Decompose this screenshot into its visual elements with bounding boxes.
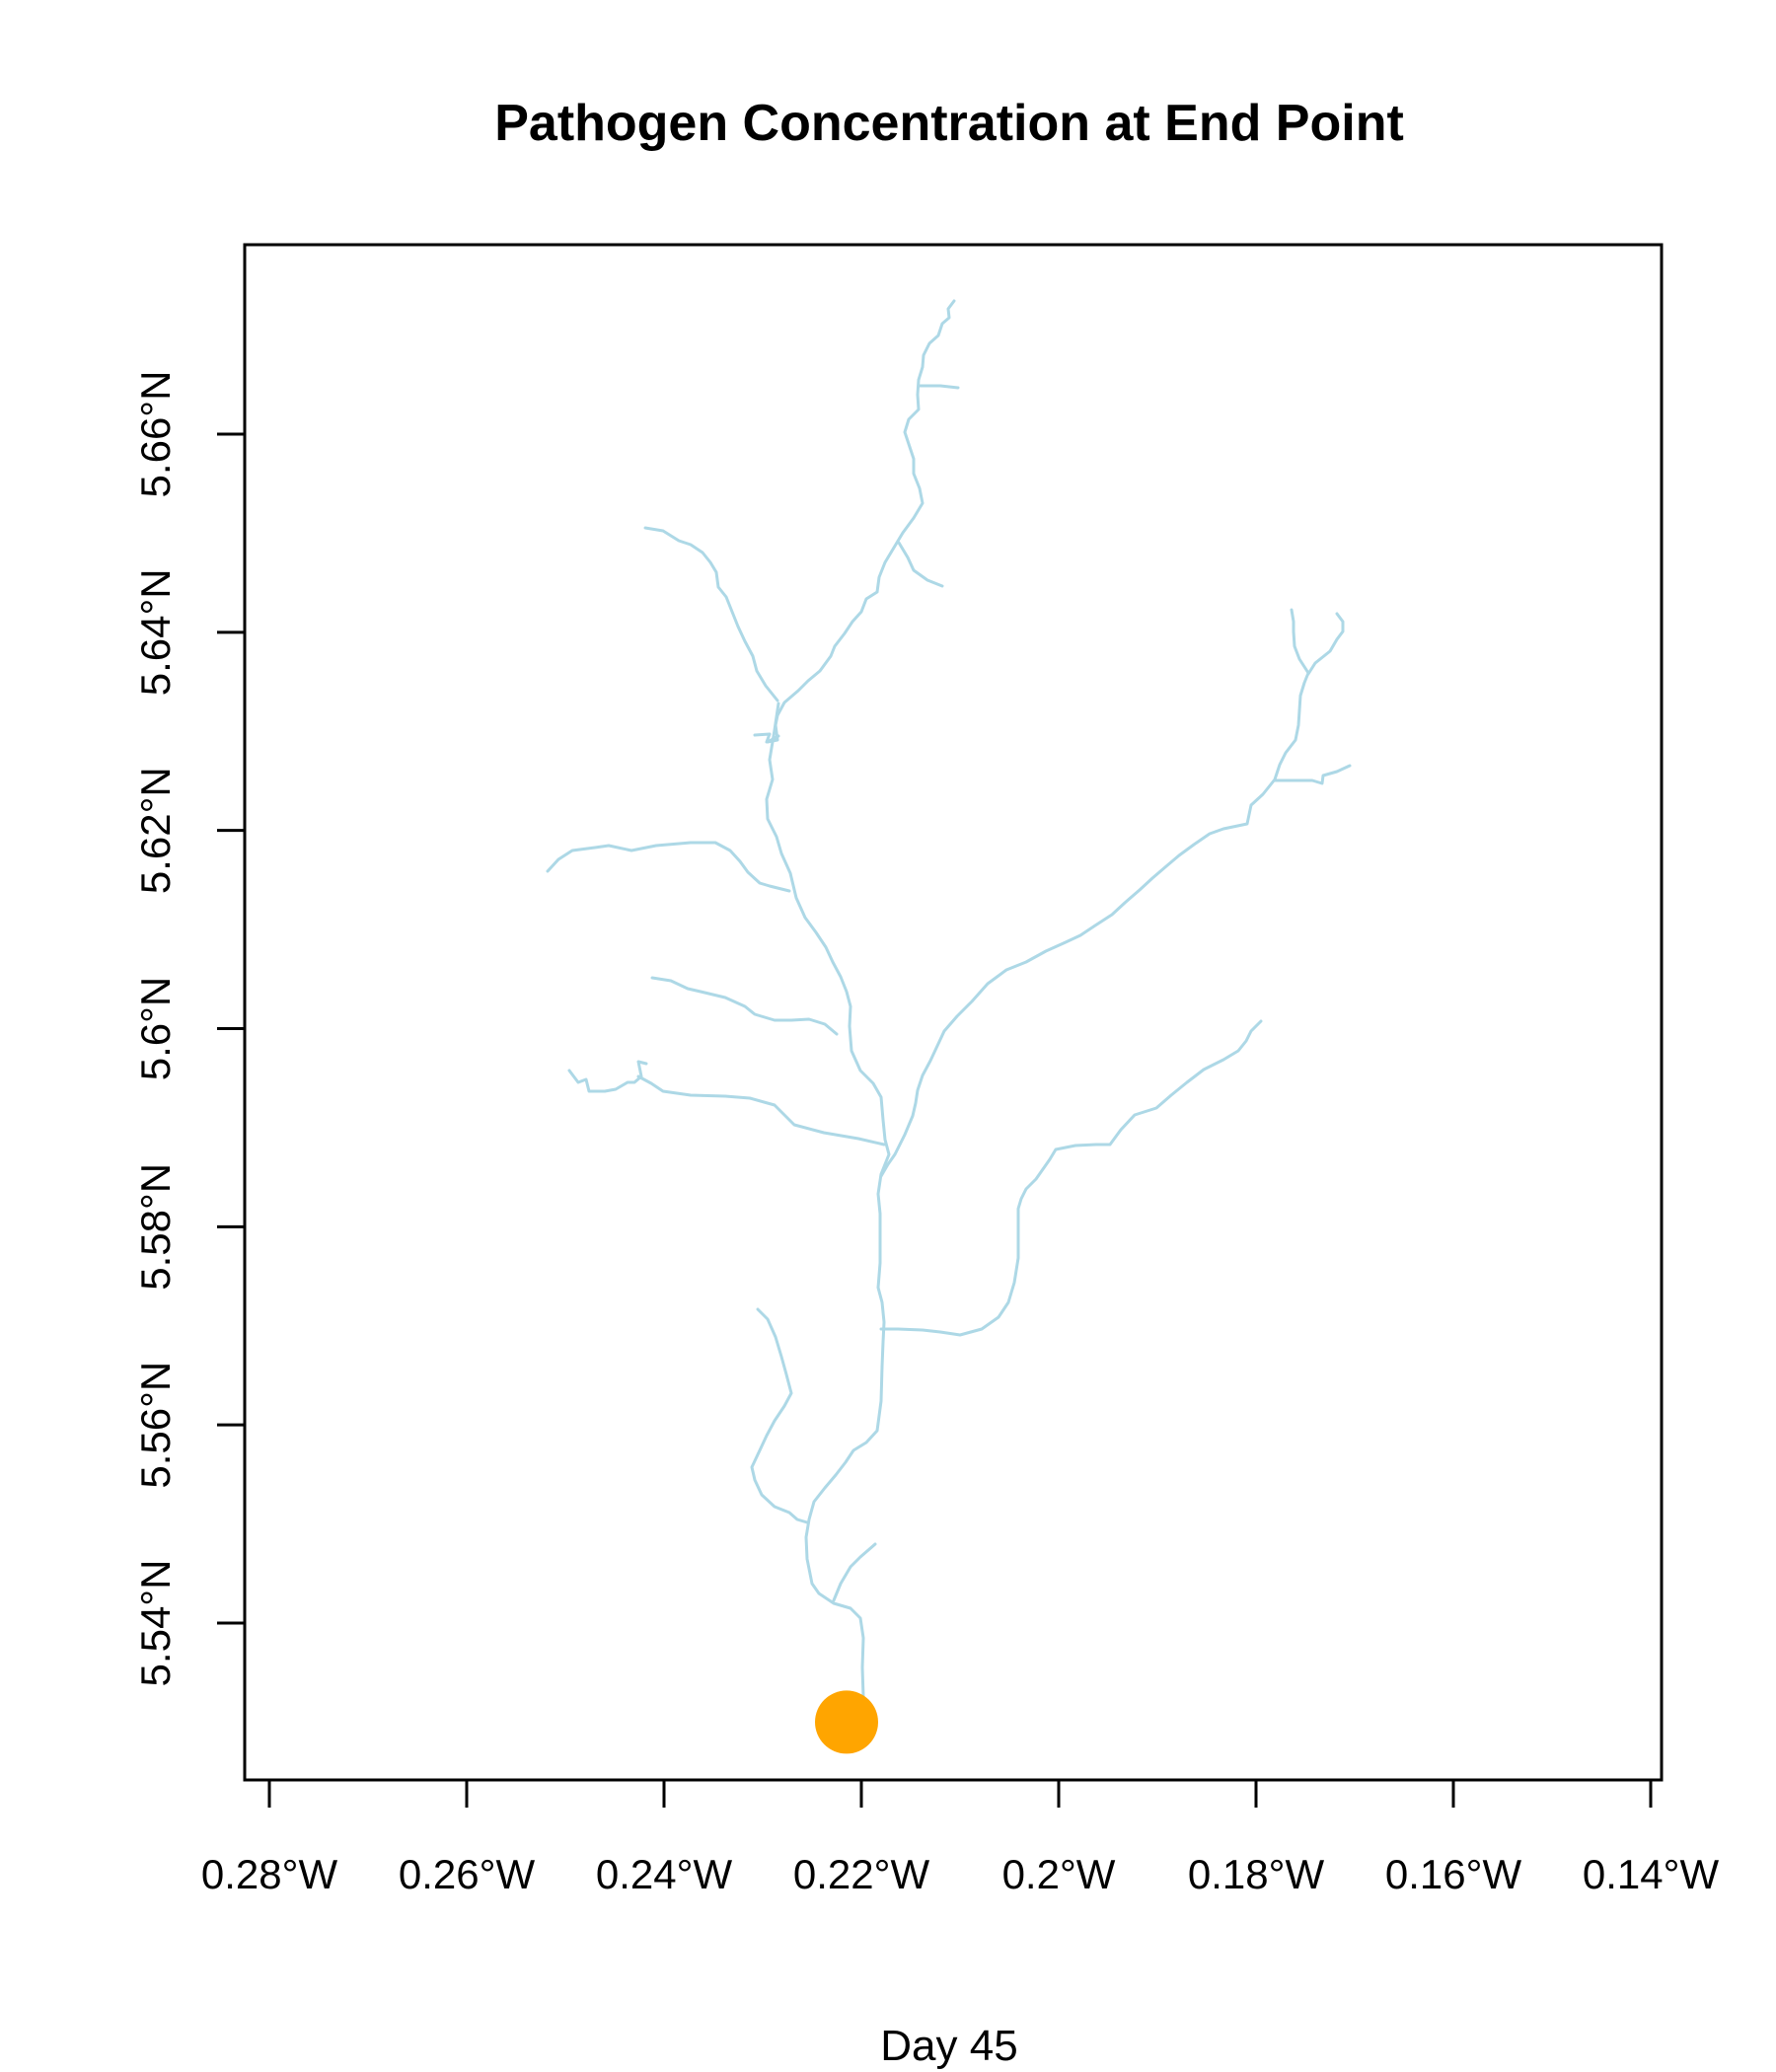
y-axis: 5.54°N 5.56°N 5.58°N 5.6°N 5.62°N 5.64°N 5.66°… <box>132 371 247 1687</box>
y-tick-label: 5.62°N <box>132 767 179 894</box>
x-tick-label: 0.22°W <box>793 1851 930 1897</box>
y-tick-label: 5.58°N <box>132 1163 179 1291</box>
x-tick-label: 0.14°W <box>1583 1851 1720 1897</box>
river-east-2-branch <box>879 1019 1263 1337</box>
y-tick-label: 5.64°N <box>132 568 179 696</box>
river-west-3-main <box>636 1074 886 1147</box>
river-north-east-spur <box>897 541 944 588</box>
x-tick-label: 0.18°W <box>1188 1851 1325 1897</box>
river-west-3-branch <box>567 1060 648 1093</box>
river-main-north <box>766 299 956 744</box>
river-northwest-branch <box>643 526 779 703</box>
x-tick-label: 0.2°W <box>1002 1851 1116 1897</box>
river-main-south <box>765 702 891 1699</box>
river-network <box>546 299 1352 1699</box>
river-east-stub <box>1273 764 1352 785</box>
x-axis: 0.28°W 0.26°W 0.24°W 0.22°W 0.2°W 0.18°W 0.16°… <box>201 1778 1720 1897</box>
y-tick-label: 5.56°N <box>132 1362 179 1489</box>
x-tick-label: 0.24°W <box>596 1851 733 1897</box>
x-tick-label: 0.16°W <box>1385 1851 1522 1897</box>
river-east-fork <box>1306 612 1345 676</box>
river-northwest-stub <box>753 732 772 744</box>
river-east-branch <box>879 608 1310 1178</box>
river-southwest-branch <box>750 1307 809 1524</box>
river-south-stub <box>832 1542 877 1602</box>
day-label: Day 45 <box>880 2022 1017 2070</box>
river-west-branch <box>546 841 791 893</box>
y-tick-label: 5.6°N <box>132 977 179 1081</box>
y-tick-label: 5.66°N <box>132 371 179 498</box>
end-point-marker[interactable] <box>815 1690 878 1754</box>
plot-frame <box>243 243 1664 1782</box>
map-title: Pathogen Concentration at End Point <box>494 95 1404 152</box>
x-tick-label: 0.28°W <box>201 1851 338 1897</box>
river-west-2-branch <box>650 976 839 1036</box>
y-tick-label: 5.54°N <box>132 1560 179 1687</box>
river-north-spur <box>917 384 960 390</box>
x-tick-label: 0.26°W <box>399 1851 536 1897</box>
